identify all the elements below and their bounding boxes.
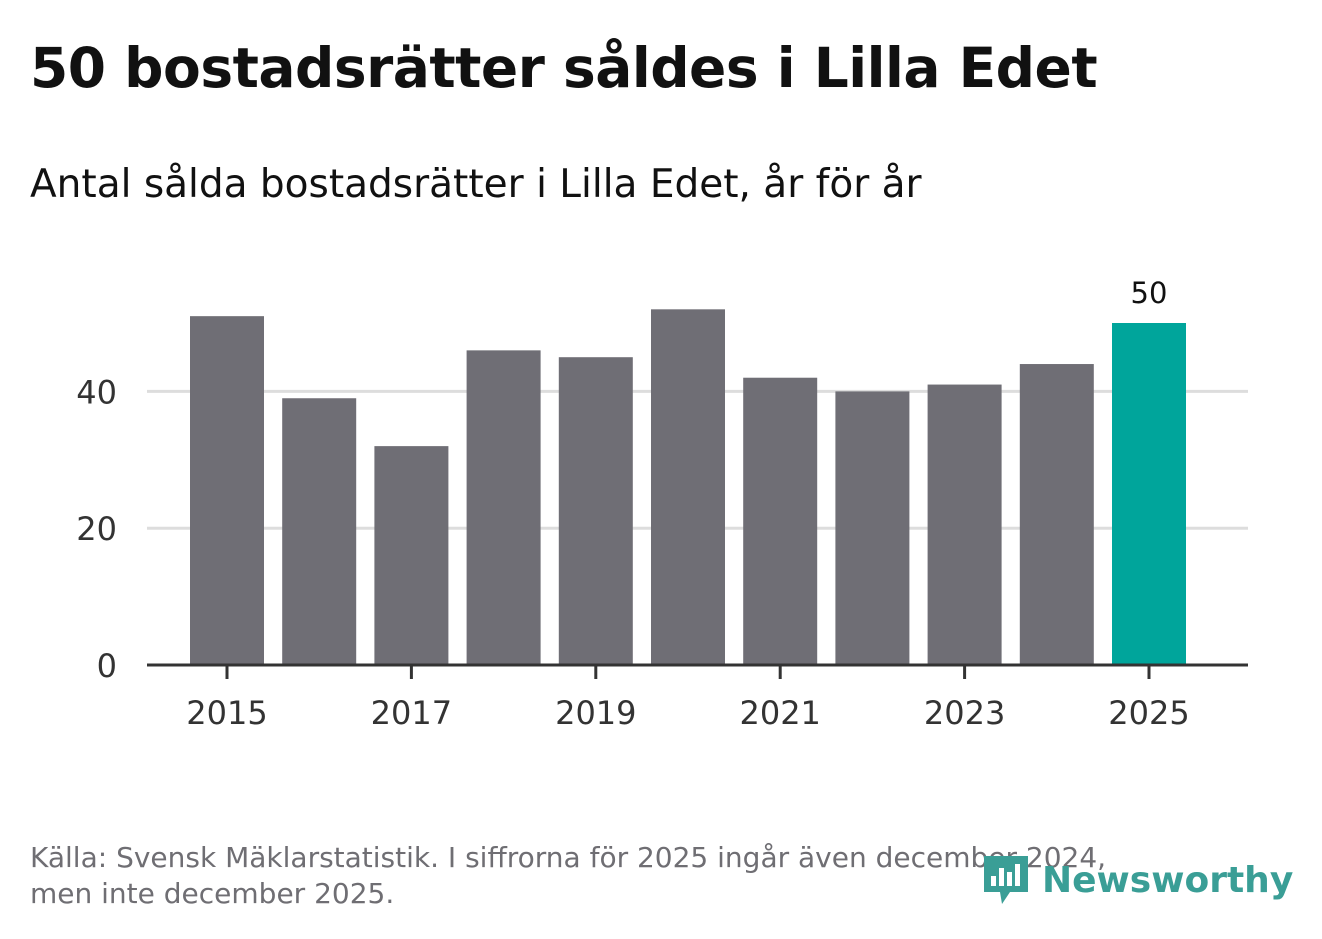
data-label-2025: 50	[1131, 276, 1168, 310]
y-tick-label-20: 20	[76, 510, 117, 548]
y-tick-label-40: 40	[76, 373, 117, 411]
bar-2025	[1112, 323, 1186, 665]
chart-title: 50 bostadsrätter såldes i Lilla Edet	[30, 36, 1098, 100]
x-tick-label-2017: 2017	[371, 694, 452, 732]
bar-2022	[835, 391, 910, 665]
footnote-line-1: Källa: Svensk Mäklarstatistik. I siffror…	[30, 841, 1107, 874]
x-tick-label-2023: 2023	[924, 694, 1005, 732]
bar-2018	[466, 350, 541, 665]
chart-bubble-icon	[984, 856, 1028, 904]
logo-text: Newsworthy	[1042, 859, 1294, 901]
bar-2021	[743, 377, 818, 665]
bar-2015	[190, 316, 264, 665]
footnote-line-2: men inte december 2025.	[30, 877, 395, 910]
bar-2023	[927, 384, 1002, 665]
bar-2020	[651, 309, 725, 665]
source-footnote: Källa: Svensk Mäklarstatistik. I siffror…	[30, 840, 1210, 912]
y-tick-label-0: 0	[97, 647, 117, 685]
x-tick-label-2015: 2015	[186, 694, 267, 732]
x-tick-label-2019: 2019	[555, 694, 636, 732]
x-tick-label-2021: 2021	[739, 694, 820, 732]
bar-2016	[282, 398, 357, 665]
bar-chart: 0 20 40 50 2015 2017 2019 2021 2023 2025	[76, 276, 1248, 732]
chart-subtitle: Antal sålda bostadsrätter i Lilla Edet, …	[30, 162, 922, 207]
x-tick-label-2025: 2025	[1108, 694, 1189, 732]
bar-2024	[1019, 364, 1094, 665]
bar-2017	[374, 446, 449, 665]
newsworthy-logo: Newsworthy	[980, 852, 1293, 908]
bar-2019	[558, 357, 633, 665]
